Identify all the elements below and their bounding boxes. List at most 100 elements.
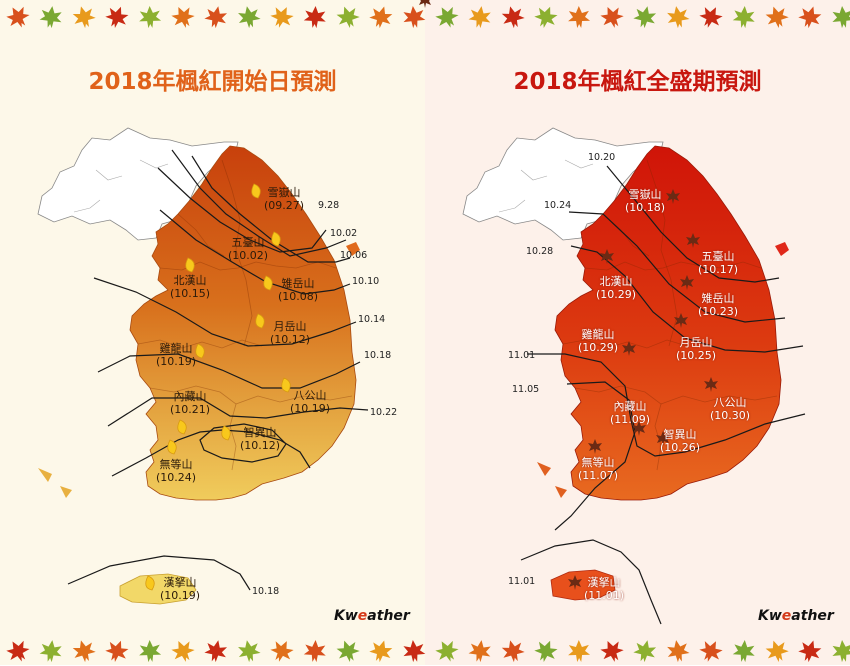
peak-date: (10.12) bbox=[240, 439, 281, 452]
peak-name: 北漢山 bbox=[173, 274, 207, 287]
maple-leaf-icon bbox=[238, 640, 261, 663]
isoline-label: 10.10 bbox=[352, 276, 380, 287]
peak-name: 月岳山 bbox=[273, 320, 307, 333]
maple-leaf-icon bbox=[435, 640, 459, 662]
peak-label: 八公山 (10.30) bbox=[710, 396, 750, 422]
kweather-logo: Kweather bbox=[334, 608, 410, 624]
peak-label: 雪嶽山 (10.18) bbox=[625, 188, 665, 214]
peak-date: (10.23) bbox=[698, 305, 739, 318]
peak-markers bbox=[419, 0, 718, 590]
maple-leaf-icon bbox=[369, 6, 393, 29]
maple-leaf-icon bbox=[204, 640, 228, 663]
peak-label: 雞龍山 (10.19) bbox=[156, 342, 196, 368]
peak-name: 八公山 bbox=[293, 389, 327, 402]
peak-map bbox=[419, 0, 806, 625]
peak-date: (11.01) bbox=[584, 589, 625, 602]
peak-label: 智異山 (10.12) bbox=[240, 426, 280, 452]
peak-name: 漢拏山 bbox=[587, 576, 621, 589]
maple-leaf-icon bbox=[468, 640, 491, 663]
peak-name: 內藏山 bbox=[613, 400, 647, 413]
maple-leaf-icon bbox=[568, 6, 591, 29]
peak-date: (10.19) bbox=[160, 589, 201, 602]
isoline-label: 10.28 bbox=[526, 246, 554, 257]
maple-leaf-icon bbox=[39, 6, 62, 29]
maple-leaf-icon bbox=[633, 640, 657, 663]
maple-leaf-icon bbox=[403, 640, 426, 663]
maple-leaf-icon bbox=[303, 640, 326, 663]
peak-label: 無等山 (11.07) bbox=[578, 456, 618, 482]
maple-leaf-icon bbox=[369, 640, 393, 663]
isoline-label: 10.20 bbox=[588, 152, 616, 163]
maple-leaf-icon bbox=[6, 640, 30, 662]
isoline-label: 11.05 bbox=[512, 384, 540, 395]
peak-name: 五臺山 bbox=[231, 236, 265, 249]
onset-map-title: 2018年楓紅開始日預測 bbox=[88, 69, 337, 95]
isoline-label: 10.22 bbox=[370, 407, 398, 418]
maple-leaf-icon bbox=[72, 640, 96, 663]
maple-leaf-icon bbox=[732, 640, 755, 663]
peak-date: (09.27) bbox=[264, 199, 305, 212]
peak-isolines bbox=[520, 165, 806, 625]
maple-leaf-icon bbox=[667, 640, 690, 663]
peak-name: 雪嶽山 bbox=[628, 188, 662, 201]
peak-label: 內藏山 (10.21) bbox=[170, 390, 210, 416]
maple-leaf-icon bbox=[105, 640, 129, 662]
maple-leaf-border-top bbox=[6, 6, 850, 29]
maple-leaf-icon bbox=[435, 6, 459, 28]
peak-name: 內藏山 bbox=[173, 390, 207, 403]
maple-leaf-icon bbox=[832, 640, 850, 663]
onset-map bbox=[37, 127, 369, 605]
peak-label: 漢拏山 (10.19) bbox=[160, 576, 200, 602]
isoline-label: 10.02 bbox=[330, 228, 358, 239]
maple-leaf-icon bbox=[699, 7, 723, 28]
peak-name: 雞龍山 bbox=[581, 328, 615, 341]
peak-label: 五臺山 (10.02) bbox=[228, 236, 268, 262]
ulleung-island bbox=[775, 242, 789, 256]
peak-name: 智異山 bbox=[243, 426, 277, 439]
maple-leaf-icon bbox=[667, 6, 690, 29]
onset-markers bbox=[145, 183, 291, 591]
isoline-label: 10.18 bbox=[252, 586, 280, 597]
peak-name: 雞龍山 bbox=[159, 342, 193, 355]
peak-label: 五臺山 (10.17) bbox=[698, 250, 738, 276]
peak-date: (10.29) bbox=[578, 341, 619, 354]
maple-leaf-icon bbox=[303, 6, 326, 29]
peak-date: (10.30) bbox=[710, 409, 751, 422]
maple-leaf-icon bbox=[534, 640, 558, 662]
peak-label: 雞龍山 (10.29) bbox=[578, 328, 618, 354]
peak-name: 漢拏山 bbox=[163, 576, 197, 589]
peak-label: 內藏山 (11.09) bbox=[610, 400, 650, 426]
jeju-island bbox=[119, 573, 197, 605]
peak-date: (11.09) bbox=[610, 413, 651, 426]
peak-date: (10.29) bbox=[596, 288, 637, 301]
ulleung-island bbox=[346, 242, 360, 256]
maple-leaf-icon bbox=[832, 6, 850, 29]
peak-label: 月岳山 (10.25) bbox=[676, 336, 716, 362]
isoline-label: 10.24 bbox=[544, 200, 572, 211]
maple-leaf-icon bbox=[600, 640, 624, 662]
maple-leaf-icon bbox=[765, 6, 789, 29]
maple-leaf-icon bbox=[336, 640, 360, 663]
peak-date: (11.07) bbox=[578, 469, 619, 482]
onset-isolines bbox=[67, 149, 369, 591]
peak-name: 八公山 bbox=[713, 396, 747, 409]
maple-leaf-icon bbox=[204, 6, 228, 29]
peak-label: 月岳山 (10.12) bbox=[270, 320, 310, 346]
isoline-label: 9.28 bbox=[318, 200, 340, 211]
peak-label: 無等山 (10.24) bbox=[156, 458, 196, 484]
maple-leaf-icon bbox=[600, 6, 624, 28]
peak-date: (10.24) bbox=[156, 471, 197, 484]
maple-leaf-icon bbox=[501, 6, 525, 29]
maple-leaf-icon bbox=[534, 6, 558, 28]
peak-name: 無等山 bbox=[581, 456, 615, 469]
peak-date: (10.26) bbox=[660, 441, 701, 454]
maple-leaf-icon bbox=[699, 641, 723, 662]
maple-leaf-icon bbox=[732, 6, 755, 29]
peak-date: (10.19) bbox=[290, 402, 331, 415]
peak-label: 八公山 (10.19) bbox=[290, 389, 330, 415]
maple-leaf-icon bbox=[403, 6, 426, 29]
maple-leaf-icon bbox=[171, 641, 195, 662]
isoline-label: 10.06 bbox=[340, 250, 368, 261]
maple-leaf-icon bbox=[270, 641, 294, 662]
